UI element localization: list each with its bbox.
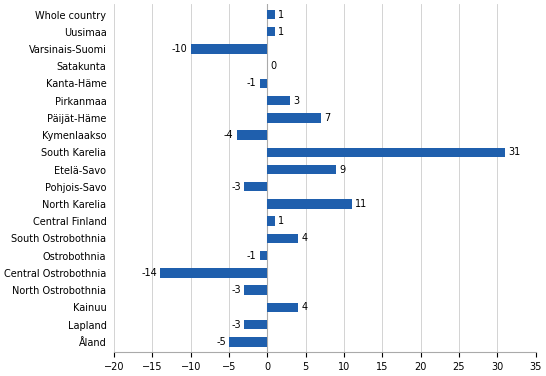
Bar xyxy=(237,130,268,140)
Bar xyxy=(268,303,298,312)
Text: 9: 9 xyxy=(340,165,346,174)
Text: 4: 4 xyxy=(301,233,307,243)
Text: 7: 7 xyxy=(324,113,330,123)
Bar xyxy=(245,182,268,191)
Bar xyxy=(268,199,352,209)
Bar xyxy=(268,113,321,123)
Bar xyxy=(268,147,505,157)
Text: 11: 11 xyxy=(355,199,367,209)
Bar xyxy=(260,251,268,261)
Text: -1: -1 xyxy=(247,79,257,88)
Text: 1: 1 xyxy=(278,27,284,37)
Text: -3: -3 xyxy=(232,285,241,295)
Bar xyxy=(245,320,268,329)
Bar xyxy=(268,96,290,105)
Bar xyxy=(245,285,268,295)
Bar xyxy=(268,234,298,243)
Text: -14: -14 xyxy=(141,268,157,278)
Text: 31: 31 xyxy=(508,147,520,157)
Text: -5: -5 xyxy=(216,337,226,347)
Text: 1: 1 xyxy=(278,216,284,226)
Text: 1: 1 xyxy=(278,9,284,20)
Bar xyxy=(268,165,336,174)
Bar xyxy=(160,268,268,277)
Text: 3: 3 xyxy=(293,96,300,106)
Text: -3: -3 xyxy=(232,182,241,192)
Bar xyxy=(268,217,275,226)
Text: -3: -3 xyxy=(232,320,241,329)
Text: 4: 4 xyxy=(301,302,307,312)
Text: -4: -4 xyxy=(224,130,234,140)
Text: -10: -10 xyxy=(172,44,188,54)
Bar xyxy=(260,79,268,88)
Text: -1: -1 xyxy=(247,251,257,261)
Bar xyxy=(229,337,268,347)
Text: 0: 0 xyxy=(270,61,277,71)
Bar xyxy=(268,10,275,19)
Bar xyxy=(268,27,275,36)
Bar xyxy=(191,44,268,54)
